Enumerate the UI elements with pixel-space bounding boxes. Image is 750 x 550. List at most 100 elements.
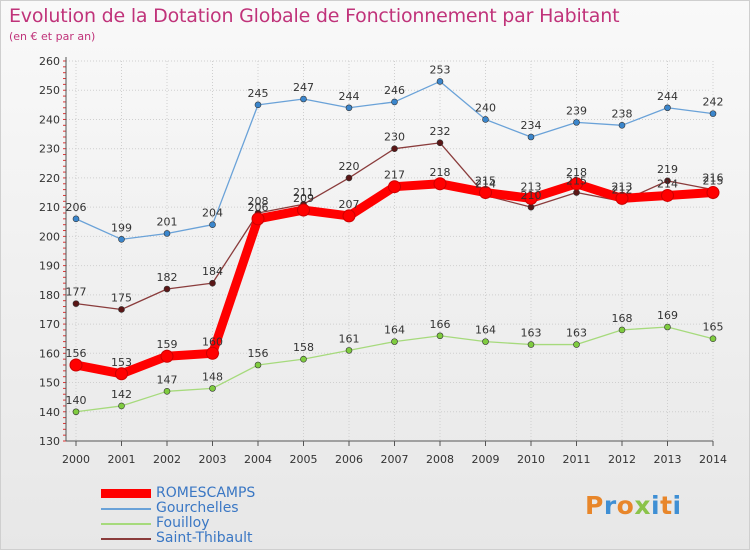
- data-label-gourchelles: 244: [339, 90, 360, 103]
- data-label-gourchelles: 240: [475, 101, 496, 114]
- data-label-saint-thibault: 232: [430, 125, 451, 138]
- data-point-romescamps: [570, 177, 583, 191]
- data-label-fouilloy: 148: [202, 370, 223, 383]
- proxiti-logo: Proxiti: [585, 491, 682, 520]
- data-point-fouilloy: [709, 335, 717, 342]
- data-label-fouilloy: 158: [293, 341, 314, 354]
- data-label-fouilloy: 169: [657, 309, 678, 322]
- data-point-romescamps: [479, 186, 492, 200]
- x-tick-label: 2002: [153, 453, 181, 466]
- data-label-romescamps: 209: [293, 192, 314, 205]
- y-tick-label: 190: [39, 260, 60, 273]
- y-tick-label: 170: [39, 318, 60, 331]
- data-label-fouilloy: 164: [384, 324, 405, 337]
- data-label-saint-thibault: 214: [475, 177, 496, 190]
- data-point-gourchelles: [300, 95, 307, 103]
- data-label-saint-thibault: 220: [339, 160, 360, 173]
- y-tick-label: 220: [39, 172, 60, 185]
- data-label-romescamps: 206: [248, 201, 269, 214]
- data-point-saint-thibault: [527, 203, 535, 211]
- chart-subtitle: (en € et par an): [9, 30, 96, 43]
- data-label-gourchelles: 199: [111, 221, 132, 234]
- logo-letter: i: [672, 491, 682, 520]
- x-tick-label: 2009: [472, 453, 500, 466]
- data-label-romescamps: 214: [657, 177, 678, 190]
- data-point-romescamps: [251, 212, 265, 226]
- data-point-saint-thibault: [209, 279, 216, 287]
- data-label-romescamps: 213: [521, 180, 542, 193]
- series-lines: [69, 78, 720, 416]
- data-label-romescamps: 207: [339, 198, 360, 211]
- logo-letter: P: [585, 491, 604, 520]
- data-point-saint-thibault: [345, 174, 353, 182]
- data-point-romescamps: [206, 346, 219, 360]
- x-tick-label: 2011: [563, 453, 591, 466]
- data-label-saint-thibault: 215: [566, 175, 587, 188]
- data-point-fouilloy: [345, 347, 353, 354]
- data-point-romescamps: [115, 367, 128, 381]
- data-label-romescamps: 156: [66, 347, 87, 360]
- axes: 130 140 150 160 170 180 190 200 210 220 230 240 250 2…: [39, 55, 727, 466]
- grid: [66, 60, 714, 442]
- legend-label: Saint-Thibault: [156, 530, 253, 546]
- x-tick-label: 2004: [244, 453, 272, 466]
- data-labels: 206 199 201 204 245 247 244 246 253 240 234 239 238 2…: [66, 63, 724, 406]
- data-label-romescamps: 218: [430, 166, 451, 179]
- y-tick-label: 250: [39, 84, 60, 97]
- data-point-gourchelles: [118, 236, 125, 243]
- data-point-gourchelles: [163, 230, 171, 237]
- data-label-romescamps: 160: [202, 335, 223, 348]
- data-point-gourchelles: [709, 110, 717, 117]
- logo-letter: r: [603, 491, 617, 520]
- data-label-saint-thibault: 184: [202, 265, 223, 278]
- data-point-romescamps: [388, 180, 401, 194]
- data-label-saint-thibault: 177: [66, 286, 87, 299]
- data-label-saint-thibault: 219: [657, 163, 678, 176]
- data-label-romescamps: 215: [703, 175, 724, 188]
- data-label-gourchelles: 239: [566, 104, 587, 117]
- data-point-gourchelles: [527, 133, 535, 141]
- data-point-romescamps: [342, 209, 356, 223]
- data-point-fouilloy: [163, 388, 171, 395]
- legend-swatch: [101, 489, 151, 498]
- legend-swatch: [101, 538, 151, 540]
- data-label-gourchelles: 234: [521, 119, 542, 132]
- data-point-saint-thibault: [72, 300, 80, 307]
- data-point-gourchelles: [391, 98, 398, 106]
- x-tick-label: 2003: [199, 453, 227, 466]
- data-point-romescamps: [160, 349, 174, 363]
- data-label-gourchelles: 238: [612, 107, 633, 120]
- data-label-gourchelles: 246: [384, 84, 405, 97]
- data-point-fouilloy: [118, 402, 125, 410]
- data-point-romescamps: [615, 191, 629, 205]
- data-label-romescamps: 153: [111, 356, 132, 369]
- data-label-gourchelles: 247: [293, 81, 314, 94]
- y-tick-label: 180: [39, 289, 60, 302]
- data-point-romescamps: [524, 191, 538, 205]
- data-point-fouilloy: [300, 355, 307, 363]
- legend-label: Gourchelles: [156, 500, 239, 516]
- y-tick-label: 210: [39, 201, 60, 214]
- logo-letter: o: [616, 491, 635, 520]
- legend-swatch: [101, 523, 151, 525]
- y-tick-label: 130: [39, 435, 60, 448]
- data-label-fouilloy: 163: [566, 327, 587, 340]
- data-point-saint-thibault: [163, 285, 171, 293]
- data-label-saint-thibault: 211: [293, 186, 314, 199]
- x-tick-label: 2013: [654, 453, 682, 466]
- data-label-fouilloy: 140: [66, 394, 87, 407]
- data-label-saint-thibault: 230: [384, 131, 405, 144]
- data-label-fouilloy: 156: [248, 347, 269, 360]
- legend-label: ROMESCAMPS: [156, 485, 256, 501]
- data-label-saint-thibault: 182: [157, 271, 178, 284]
- data-point-fouilloy: [618, 326, 626, 334]
- x-tick-label: 2007: [381, 453, 409, 466]
- data-label-gourchelles: 242: [703, 96, 724, 109]
- data-label-fouilloy: 142: [111, 388, 132, 401]
- data-point-fouilloy: [436, 332, 444, 340]
- data-point-fouilloy: [527, 341, 535, 348]
- data-label-romescamps: 218: [566, 166, 587, 179]
- logo-letter: x: [634, 491, 651, 520]
- data-label-romescamps: 159: [157, 338, 178, 351]
